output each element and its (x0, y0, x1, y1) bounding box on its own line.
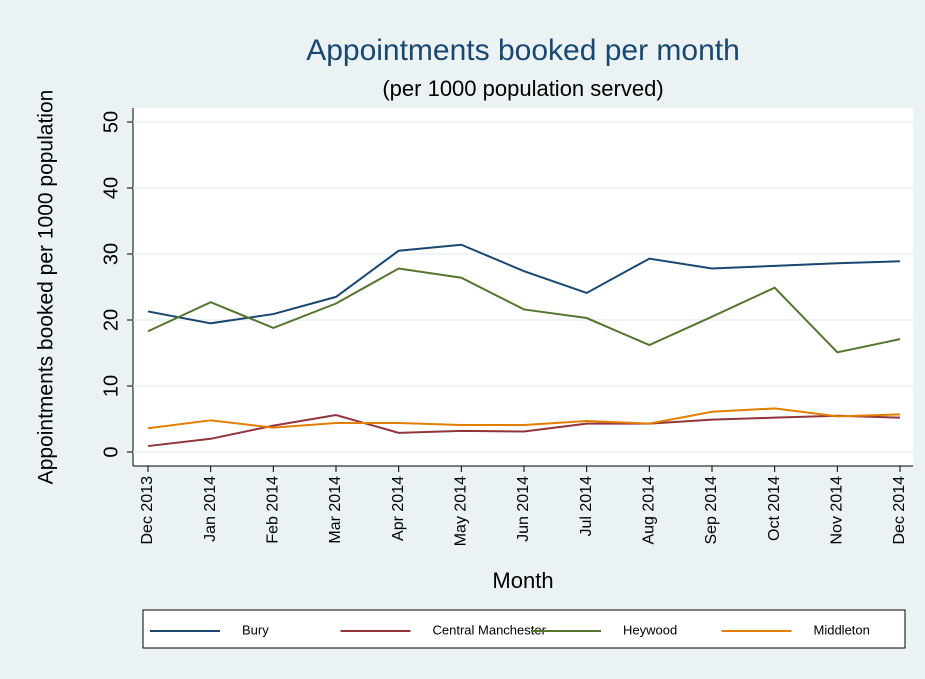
series-line (147, 243, 901, 325)
x-tick-label: Dec 2014 (891, 476, 908, 545)
legend-label: Heywood (623, 622, 677, 637)
y-tick-label: 50 (100, 111, 122, 133)
x-tick-label: Jan 2014 (202, 476, 219, 542)
x-axis-title: Month (492, 568, 553, 593)
legend-label: Middleton (814, 622, 870, 637)
x-tick-label: Sep 2014 (703, 476, 720, 545)
y-tick-label: 10 (100, 375, 122, 397)
legend-label: Bury (242, 622, 269, 637)
y-axis-title: Appointments booked per 1000 population (35, 90, 58, 485)
legend-label: Central Manchester (433, 622, 547, 637)
legend (142, 609, 906, 649)
x-tick-label: Oct 2014 (766, 476, 783, 541)
x-tick-label: Feb 2014 (265, 476, 282, 544)
x-tick-label: Jul 2014 (578, 476, 595, 537)
x-tick-label: Mar 2014 (327, 476, 344, 544)
x-tick-label: Nov 2014 (829, 476, 846, 545)
y-tick-label: 40 (100, 177, 122, 199)
y-tick-label: 20 (100, 309, 122, 331)
series-line (147, 267, 901, 354)
y-tick-label: 0 (100, 446, 122, 457)
series-line (147, 414, 901, 448)
x-tick-label: Aug 2014 (641, 476, 658, 545)
y-tick-label: 30 (100, 243, 122, 265)
series-line (147, 407, 901, 430)
x-tick-label: Dec 2013 (139, 476, 156, 545)
chart-subtitle: (per 1000 population served) (382, 76, 663, 101)
x-tick-label: Jun 2014 (515, 476, 532, 542)
plot-area (133, 108, 913, 466)
x-tick-label: Apr 2014 (390, 476, 407, 541)
chart-title: Appointments booked per month (306, 34, 740, 67)
x-tick-label: May 2014 (453, 476, 470, 546)
